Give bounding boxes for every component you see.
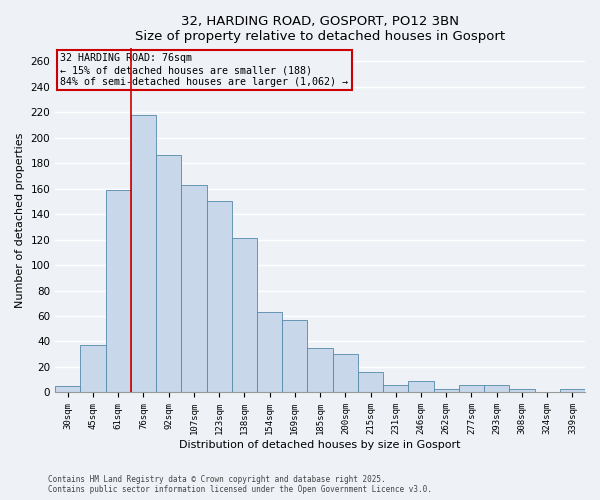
Bar <box>307 348 332 393</box>
X-axis label: Distribution of detached houses by size in Gosport: Distribution of detached houses by size … <box>179 440 461 450</box>
Bar <box>257 312 282 392</box>
Bar <box>181 184 206 392</box>
Bar <box>332 354 358 393</box>
Bar <box>232 238 257 392</box>
Bar <box>206 202 232 392</box>
Bar <box>55 386 80 392</box>
Bar <box>282 320 307 392</box>
Bar <box>434 388 459 392</box>
Bar <box>358 372 383 392</box>
Bar <box>560 388 585 392</box>
Bar <box>459 385 484 392</box>
Bar <box>80 346 106 393</box>
Bar <box>484 385 509 392</box>
Title: 32, HARDING ROAD, GOSPORT, PO12 3BN
Size of property relative to detached houses: 32, HARDING ROAD, GOSPORT, PO12 3BN Size… <box>135 15 505 43</box>
Bar <box>383 385 409 392</box>
Bar <box>131 114 156 392</box>
Bar <box>156 156 181 392</box>
Text: 32 HARDING ROAD: 76sqm
← 15% of detached houses are smaller (188)
84% of semi-de: 32 HARDING ROAD: 76sqm ← 15% of detached… <box>61 54 349 86</box>
Text: Contains HM Land Registry data © Crown copyright and database right 2025.
Contai: Contains HM Land Registry data © Crown c… <box>48 475 432 494</box>
Bar <box>509 388 535 392</box>
Bar <box>106 190 131 392</box>
Bar <box>409 381 434 392</box>
Y-axis label: Number of detached properties: Number of detached properties <box>15 132 25 308</box>
